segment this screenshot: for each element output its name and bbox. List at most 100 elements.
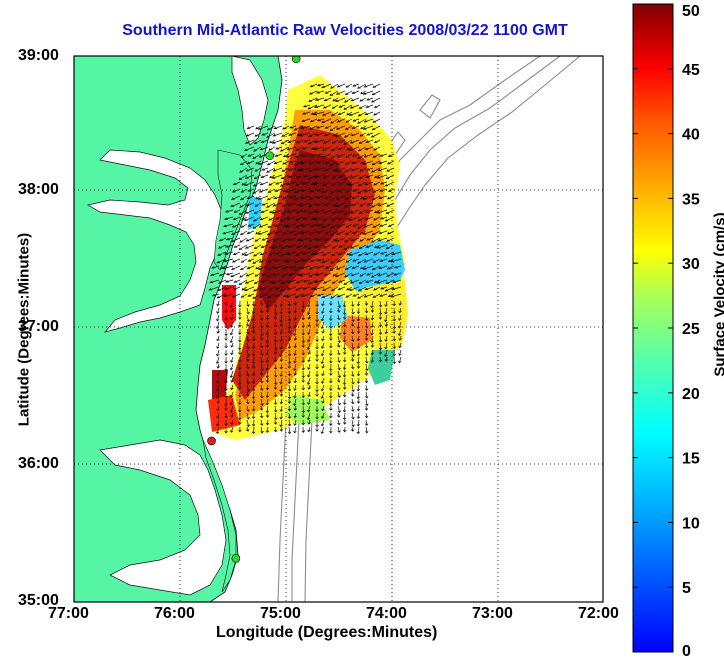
velocity-arrow <box>300 125 311 130</box>
velocity-arrow <box>387 223 395 228</box>
velocity-arrow <box>246 160 255 165</box>
velocity-arrow <box>321 398 325 404</box>
velocity-arrow <box>279 181 290 187</box>
velocity-arrow <box>379 293 388 297</box>
velocity-arrow <box>280 209 290 215</box>
velocity-arrow <box>224 307 228 314</box>
velocity-arrow <box>294 293 304 299</box>
velocity-arrow <box>349 174 360 179</box>
velocity-arrow <box>241 181 248 186</box>
velocity-arrow <box>224 356 228 364</box>
velocity-arrow <box>372 293 381 298</box>
velocity-arrow <box>373 279 381 284</box>
velocity-arrow <box>301 216 311 220</box>
velocity-arrow <box>293 370 298 376</box>
velocity-arrow <box>351 160 360 164</box>
velocity-arrow <box>287 356 292 365</box>
velocity-arrow <box>238 363 242 370</box>
velocity-arrow <box>296 202 304 207</box>
velocity-arrow <box>254 167 262 172</box>
velocity-arrow <box>266 167 276 173</box>
velocity-arrow <box>301 314 305 321</box>
velocity-arrow <box>370 321 374 328</box>
velocity-arrow <box>362 265 374 270</box>
velocity-arrow <box>246 328 250 335</box>
velocity-arrow <box>239 237 248 243</box>
velocity-arrow <box>343 139 353 145</box>
velocity-arrow <box>302 209 311 213</box>
velocity-arrow <box>280 244 290 250</box>
velocity-arrow <box>238 342 242 351</box>
velocity-arrow <box>342 412 347 421</box>
velocity-arrow <box>260 384 264 391</box>
velocity-arrow <box>272 272 283 277</box>
velocity-arrow <box>385 174 395 180</box>
velocity-arrow <box>281 237 290 242</box>
velocity-arrow <box>301 258 311 262</box>
velocity-arrow <box>351 314 355 323</box>
velocity-arrow <box>322 146 332 151</box>
velocity-arrow <box>266 195 276 201</box>
velocity-arrow <box>314 167 325 171</box>
velocity-arrow <box>261 237 269 241</box>
velocity-arrow <box>314 244 325 248</box>
velocity-arrow <box>238 391 242 398</box>
velocity-arrow <box>251 349 256 357</box>
velocity-arrow <box>370 307 375 313</box>
velocity-arrow <box>345 188 353 193</box>
velocity-arrow <box>307 335 311 343</box>
velocity-arrow <box>265 363 270 371</box>
velocity-arrow <box>349 139 360 144</box>
velocity-arrow <box>216 377 220 384</box>
velocity-arrow <box>229 398 234 406</box>
velocity-arrow <box>247 153 255 157</box>
velocity-arrow <box>342 356 347 363</box>
velocity-arrow <box>274 342 278 351</box>
velocity-arrow <box>231 258 241 263</box>
velocity-arrow <box>230 307 234 313</box>
velocity-arrow <box>251 391 256 400</box>
velocity-arrow <box>261 272 269 276</box>
velocity-arrow <box>307 405 311 413</box>
velocity-arrow <box>260 328 264 337</box>
velocity-arrow <box>344 237 353 243</box>
velocity-arrow <box>378 160 388 164</box>
velocity-arrow <box>224 314 228 321</box>
velocity-arrow <box>387 258 395 263</box>
velocity-arrow <box>282 223 290 228</box>
velocity-arrow <box>314 139 325 143</box>
velocity-arrow <box>216 307 220 314</box>
colorbar-tick-label: 50 <box>682 3 700 20</box>
velocity-arrow <box>364 384 369 391</box>
velocity-arrow <box>387 160 395 165</box>
velocity-arrow <box>251 370 256 377</box>
velocity-arrow <box>295 146 304 151</box>
velocity-arrow <box>336 223 346 228</box>
velocity-arrow <box>287 300 292 307</box>
velocity-arrow <box>244 181 255 186</box>
velocity-arrow <box>386 272 395 277</box>
velocity-arrow <box>301 293 311 297</box>
velocity-arrow <box>310 286 318 290</box>
velocity-arrow <box>362 230 374 235</box>
velocity-arrow <box>337 342 341 348</box>
velocity-arrow <box>246 307 250 315</box>
velocity-arrow <box>231 223 241 228</box>
velocity-arrow <box>335 265 346 270</box>
velocity-arrow <box>313 251 325 256</box>
velocity-arrow <box>365 279 374 283</box>
velocity-arrow <box>288 167 297 171</box>
velocity-arrow <box>216 384 220 392</box>
velocity-arrow <box>257 125 269 130</box>
velocity-arrow <box>224 328 228 337</box>
velocity-arrow <box>216 370 220 377</box>
colorbar-tick-label: 30 <box>682 256 700 273</box>
velocity-arrow <box>238 209 248 216</box>
velocity-arrow <box>336 258 346 263</box>
velocity-arrow <box>329 335 333 341</box>
velocity-arrow <box>259 146 269 151</box>
velocity-arrow <box>366 202 374 206</box>
velocity-arrow <box>282 195 290 200</box>
velocity-arrow <box>252 328 256 334</box>
velocity-arrow <box>344 265 353 271</box>
